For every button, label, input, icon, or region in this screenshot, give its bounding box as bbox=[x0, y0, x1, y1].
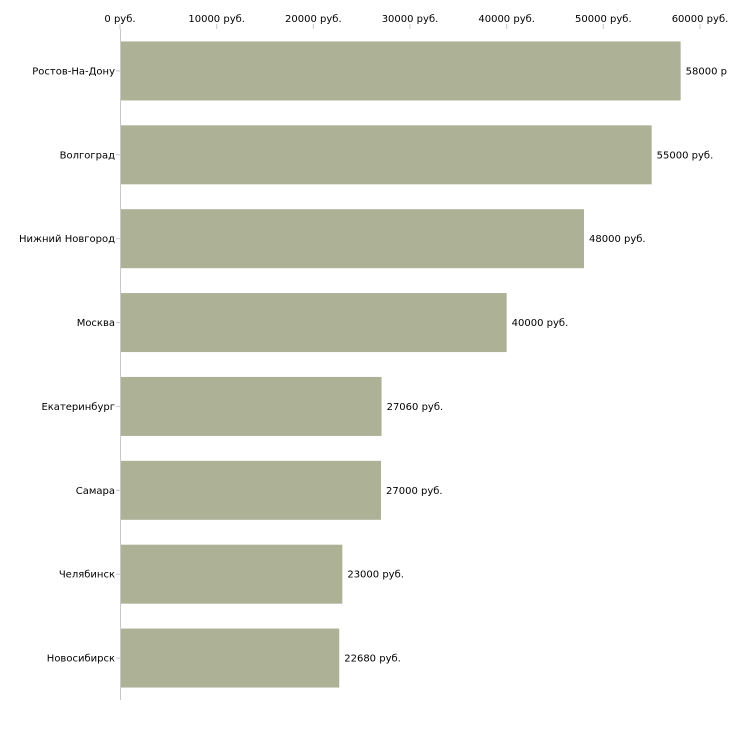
bar bbox=[121, 544, 343, 604]
value-label: 40000 руб. bbox=[512, 318, 569, 329]
category-label: Нижний Новгород bbox=[19, 234, 115, 245]
category-label: Волгоград bbox=[60, 150, 115, 161]
x-tick-label: 10000 руб. bbox=[188, 14, 245, 25]
x-tick-label: 30000 руб. bbox=[382, 14, 439, 25]
bar bbox=[121, 460, 381, 520]
value-label: 58000 р bbox=[686, 66, 727, 77]
bar bbox=[121, 209, 584, 269]
value-label: 48000 руб. bbox=[589, 234, 646, 245]
bar bbox=[121, 125, 652, 185]
category-label: Челябинск bbox=[59, 570, 115, 581]
category-label: Новосибирск bbox=[47, 654, 115, 665]
category-label: Самара bbox=[76, 486, 115, 497]
bar bbox=[121, 293, 507, 353]
x-tick-label: 60000 руб. bbox=[672, 14, 729, 25]
category-label: Екатеринбург bbox=[41, 402, 115, 413]
x-tick-label: 0 руб. bbox=[104, 14, 135, 25]
x-tick-label: 20000 руб. bbox=[285, 14, 342, 25]
value-label: 22680 руб. bbox=[344, 654, 401, 665]
value-label: 23000 руб. bbox=[347, 570, 404, 581]
category-label: Ростов-На-Дону bbox=[32, 66, 115, 77]
category-label: Москва bbox=[77, 318, 115, 329]
x-tick-label: 40000 руб. bbox=[478, 14, 535, 25]
value-label: 27060 руб. bbox=[387, 402, 444, 413]
value-label: 55000 руб. bbox=[657, 150, 714, 161]
bar bbox=[121, 628, 340, 688]
bar bbox=[121, 376, 382, 436]
bar bbox=[121, 41, 681, 101]
value-label: 27000 руб. bbox=[386, 486, 443, 497]
x-tick-label: 50000 руб. bbox=[575, 14, 632, 25]
